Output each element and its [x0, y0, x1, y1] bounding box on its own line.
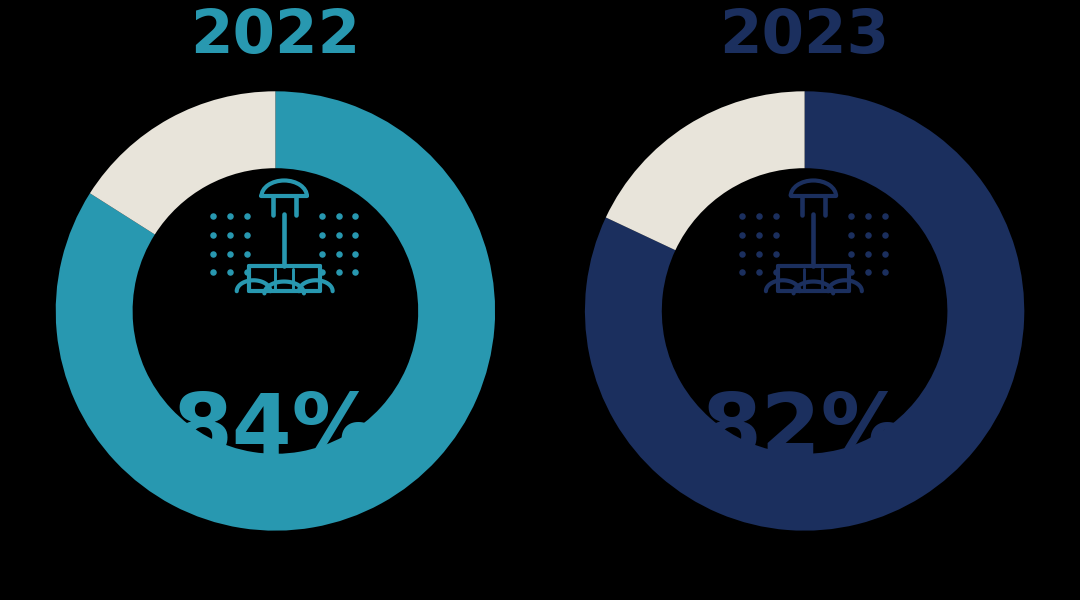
Point: [238, 211, 255, 221]
Text: 2023: 2023: [719, 7, 890, 66]
Point: [347, 249, 364, 259]
Point: [238, 230, 255, 239]
Point: [221, 249, 239, 259]
Point: [733, 230, 751, 239]
Point: [238, 249, 255, 259]
Point: [313, 230, 330, 239]
Point: [842, 249, 860, 259]
Point: [313, 211, 330, 221]
Point: [859, 230, 876, 239]
Point: [329, 230, 347, 239]
Point: [347, 268, 364, 277]
Point: [204, 268, 221, 277]
Point: [767, 230, 784, 239]
Point: [859, 211, 876, 221]
Point: [842, 211, 860, 221]
Point: [767, 249, 784, 259]
Point: [733, 249, 751, 259]
Point: [329, 249, 347, 259]
Wedge shape: [606, 91, 805, 250]
Point: [767, 268, 784, 277]
Point: [767, 211, 784, 221]
Wedge shape: [90, 91, 275, 235]
Text: 2022: 2022: [190, 7, 361, 66]
Wedge shape: [56, 91, 495, 530]
Point: [347, 211, 364, 221]
Point: [876, 211, 893, 221]
Point: [751, 268, 768, 277]
Point: [221, 211, 239, 221]
Point: [859, 249, 876, 259]
Point: [313, 249, 330, 259]
Point: [204, 211, 221, 221]
Point: [733, 268, 751, 277]
Point: [329, 211, 347, 221]
Point: [221, 230, 239, 239]
Point: [876, 249, 893, 259]
Wedge shape: [585, 91, 1024, 530]
Point: [876, 230, 893, 239]
Point: [329, 268, 347, 277]
Point: [204, 249, 221, 259]
Point: [204, 230, 221, 239]
Point: [751, 249, 768, 259]
Point: [751, 230, 768, 239]
Text: 82%: 82%: [702, 391, 907, 473]
Text: 84%: 84%: [173, 391, 378, 473]
Point: [733, 211, 751, 221]
Point: [859, 268, 876, 277]
Point: [842, 230, 860, 239]
Point: [221, 268, 239, 277]
Point: [842, 268, 860, 277]
Point: [751, 211, 768, 221]
Point: [313, 268, 330, 277]
Point: [347, 230, 364, 239]
Point: [876, 268, 893, 277]
Point: [238, 268, 255, 277]
